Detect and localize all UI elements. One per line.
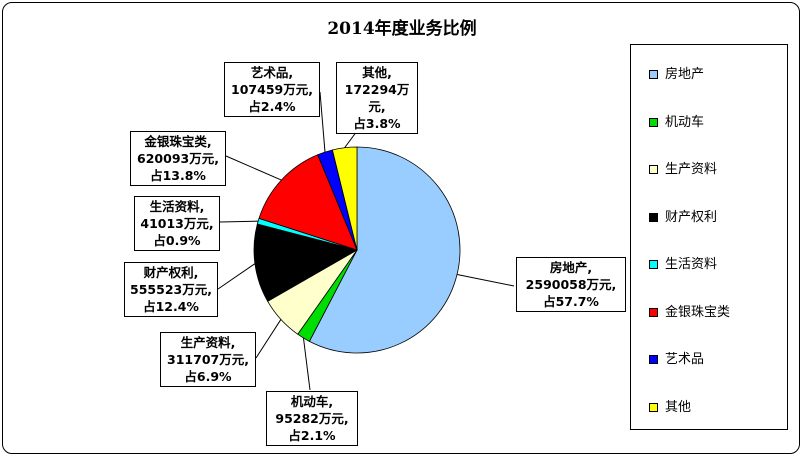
legend-label: 房地产 — [665, 67, 705, 82]
legend-label: 生产资料 — [665, 162, 718, 177]
data-label-line: 占0.9% — [153, 233, 201, 248]
data-label-line: 房地产, — [549, 260, 593, 275]
leader-line-0 — [456, 273, 515, 287]
legend-swatch — [649, 260, 658, 269]
legend-item: 金银珠宝类 — [649, 303, 731, 323]
data-label-7: 其他, 172294万元, 占3.8% — [336, 62, 418, 134]
legend-item: 其他 — [649, 398, 692, 418]
leader-line-6 — [319, 91, 326, 153]
legend-item: 艺术品 — [649, 350, 705, 370]
legend-label: 财产权利 — [665, 209, 718, 225]
data-label-line: 占2.1% — [288, 428, 336, 443]
data-label-line: 311707万元, — [167, 352, 249, 367]
data-label-line: 其他, — [362, 65, 392, 80]
data-label-line: 占13.8% — [150, 168, 206, 183]
legend-label: 其他 — [665, 399, 692, 415]
data-label-3: 财产权利, 555523万元, 占12.4% — [124, 262, 218, 317]
data-label-line: 机动车, — [290, 394, 334, 409]
legend-label: 生活资料 — [665, 257, 718, 272]
data-label-line: 占2.4% — [248, 99, 296, 114]
data-label-line: 107459万元, — [231, 82, 313, 97]
leader-line-2 — [255, 319, 282, 359]
data-label-line: 172294万元, — [344, 82, 410, 114]
leader-line-4 — [219, 220, 259, 223]
legend-swatch — [649, 117, 658, 127]
leader-line-1 — [302, 337, 311, 391]
data-label-line: 41013万元, — [140, 216, 214, 231]
legend-item: 生产资料 — [649, 160, 718, 180]
legend-swatch — [649, 212, 658, 222]
data-label-line: 生产资料, — [180, 335, 236, 350]
data-label-line: 占3.8% — [353, 116, 401, 131]
data-label-2: 生产资料, 311707万元, 占6.9% — [160, 332, 256, 387]
data-label-line: 艺术品, — [250, 65, 294, 80]
legend-label: 艺术品 — [665, 352, 705, 367]
legend-swatch — [649, 307, 658, 317]
data-label-line: 95282万元, — [275, 411, 349, 426]
data-label-line: 生活资料, — [149, 199, 205, 214]
data-label-line: 金银珠宝类, — [144, 134, 212, 149]
legend-swatch — [649, 165, 658, 174]
legend-label: 机动车 — [665, 114, 705, 130]
leader-line-3 — [217, 263, 256, 290]
data-label-line: 620093万元, — [137, 151, 219, 166]
data-label-4: 生活资料, 41013万元, 占0.9% — [134, 196, 220, 251]
legend-item: 财产权利 — [649, 208, 718, 228]
data-label-line: 2590058万元, — [525, 277, 617, 292]
data-label-line: 占6.9% — [184, 369, 232, 384]
data-label-line: 占57.7% — [543, 294, 599, 309]
pie-slice-0 — [308, 146, 461, 354]
pie-slice-5 — [258, 154, 358, 251]
legend-swatch — [649, 402, 658, 412]
legend-item: 生活资料 — [649, 255, 718, 275]
data-label-0: 房地产, 2590058万元, 占57.7% — [516, 257, 626, 312]
legend-label: 金银珠宝类 — [665, 304, 731, 320]
data-label-5: 金银珠宝类, 620093万元, 占13.8% — [130, 131, 226, 186]
chart-title: 2014年度业务比例 — [327, 19, 477, 39]
data-label-6: 艺术品, 107459万元, 占2.4% — [224, 62, 320, 117]
leader-line-5 — [225, 155, 282, 181]
legend-item: 房地产 — [649, 65, 705, 85]
data-label-line: 555523万元, — [130, 282, 212, 297]
legend-item: 机动车 — [649, 113, 705, 133]
data-label-line: 占12.4% — [143, 299, 199, 314]
legend-swatch — [649, 355, 658, 364]
legend: 房地产机动车生产资料财产权利生活资料金银珠宝类艺术品其他 — [630, 44, 788, 430]
data-label-line: 财产权利, — [143, 265, 199, 280]
data-label-1: 机动车, 95282万元, 占2.1% — [266, 391, 358, 446]
legend-swatch — [649, 70, 658, 79]
